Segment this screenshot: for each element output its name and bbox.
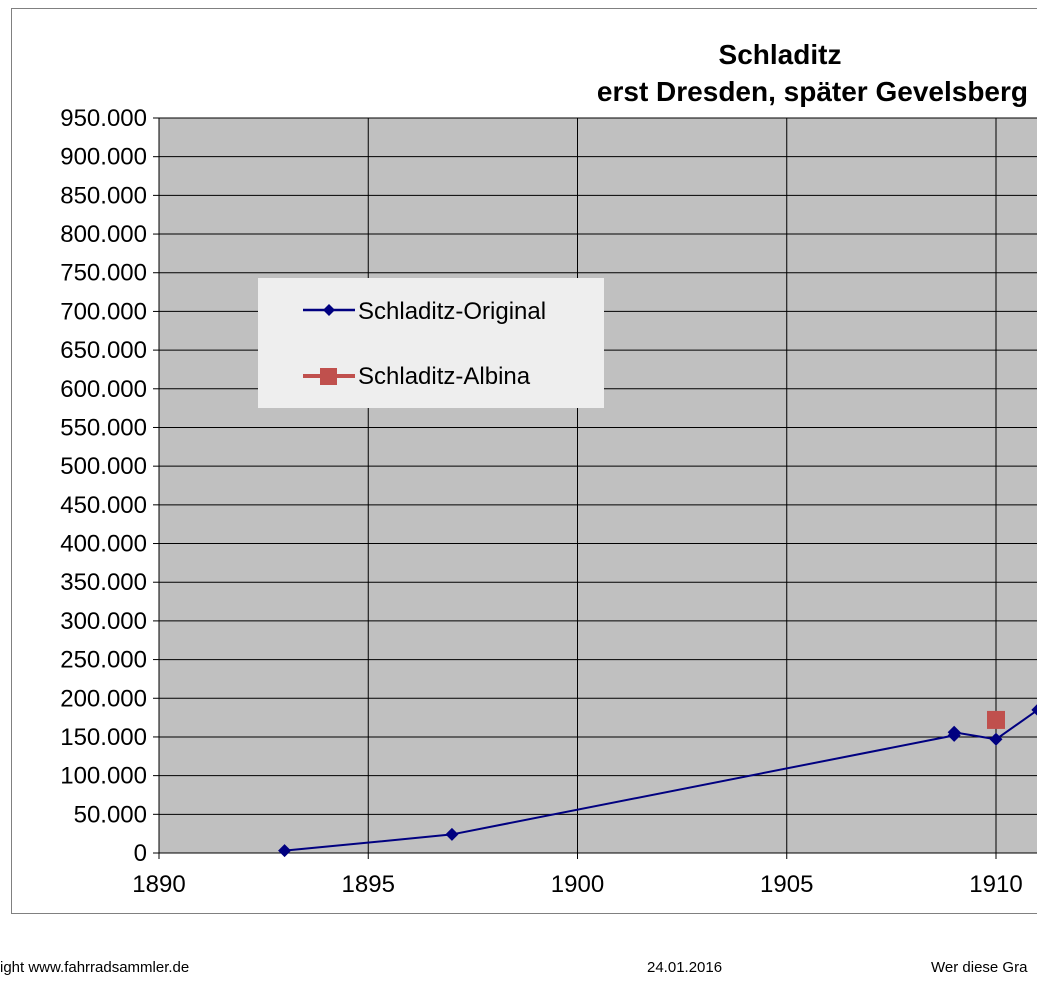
data-point-original <box>989 732 1003 746</box>
y-tick-label: 250.000 <box>60 647 147 674</box>
chart-title: Schladitz <box>719 39 842 70</box>
y-tick-label: 550.000 <box>60 414 147 441</box>
y-tick-label: 50.000 <box>74 801 147 828</box>
data-point-original <box>278 844 292 858</box>
y-tick-label: 0 <box>134 840 147 867</box>
chart-subtitle: erst Dresden, später Gevelsberg <box>597 76 1028 107</box>
data-point-original <box>947 725 961 739</box>
y-tick-label: 700.000 <box>60 298 147 325</box>
x-tick-label: 1900 <box>551 871 604 898</box>
footer-note: Wer diese Gra <box>931 959 1028 976</box>
y-tick-label: 200.000 <box>60 685 147 712</box>
footer-copyright: ight www.fahrradsammler.de <box>0 959 190 976</box>
y-tick-label: 650.000 <box>60 337 147 364</box>
legend-marker-albina <box>320 368 337 385</box>
y-axis-ticks: 0 50.000 100.000 150.000 200.000 250.000 300.0… <box>60 105 159 867</box>
y-tick-label: 800.000 <box>60 221 147 248</box>
y-tick-label: 850.000 <box>60 182 147 209</box>
legend-label-original: Schladitz-Original <box>358 298 546 325</box>
data-point-original <box>1031 704 1037 716</box>
legend-label-albina: Schladitz-Albina <box>358 363 531 390</box>
legend: Schladitz-Original Schladitz-Albina <box>258 278 604 408</box>
y-tick-label: 150.000 <box>60 724 147 751</box>
axes <box>158 118 1037 854</box>
y-tick-label: 350.000 <box>60 569 147 596</box>
x-tick-label: 1905 <box>760 871 813 898</box>
y-tick-label: 450.000 <box>60 492 147 519</box>
x-tick-label: 1890 <box>132 871 185 898</box>
y-tick-label: 950.000 <box>60 105 147 132</box>
y-tick-label: 300.000 <box>60 608 147 635</box>
y-tick-label: 750.000 <box>60 260 147 287</box>
plot-area <box>159 118 1037 853</box>
footer-date: 24.01.2016 <box>647 959 723 976</box>
series-layer <box>278 704 1037 858</box>
x-axis-ticks: 189018951900190519101915192019251930 <box>132 853 1023 898</box>
y-tick-label: 900.000 <box>60 144 147 171</box>
chart-canvas: 0 50.000 100.000 150.000 200.000 250.000 300.0… <box>60 39 1037 898</box>
chart-frame: 0 50.000 100.000 150.000 200.000 250.000 300.0… <box>11 8 1037 914</box>
y-tick-label: 100.000 <box>60 763 147 790</box>
legend-box <box>258 278 604 408</box>
x-tick-label: 1910 <box>969 871 1022 898</box>
y-tick-label: 500.000 <box>60 453 147 480</box>
y-tick-label: 400.000 <box>60 531 147 558</box>
y-tick-label: 600.000 <box>60 376 147 403</box>
x-tick-label: 1895 <box>342 871 395 898</box>
data-point-original <box>445 827 459 841</box>
data-point-albina <box>987 710 1005 729</box>
legend-marker-original <box>323 304 335 316</box>
